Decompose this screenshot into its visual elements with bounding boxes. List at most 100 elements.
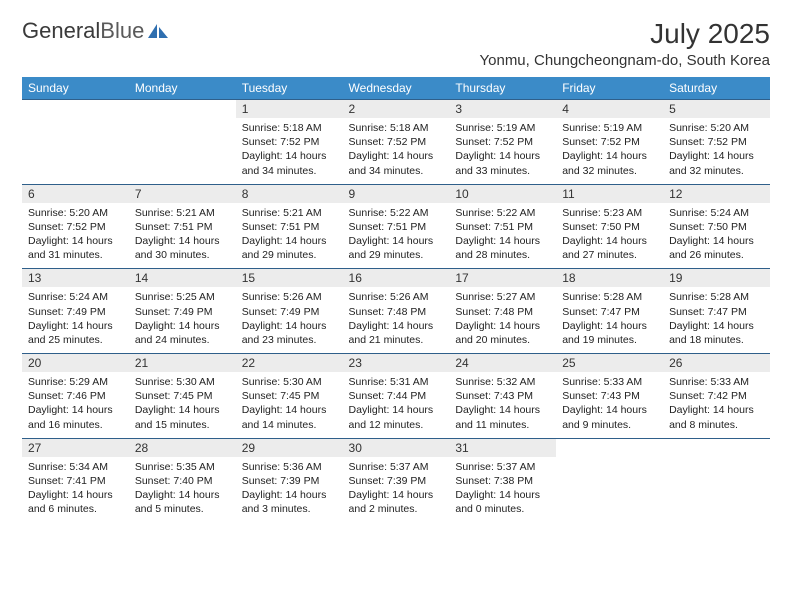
sunset-line: Sunset: 7:47 PM: [669, 305, 764, 319]
sunset-line: Sunset: 7:52 PM: [562, 135, 657, 149]
sunset-line: Sunset: 7:51 PM: [455, 220, 550, 234]
header: GeneralBlue July 2025 Yonmu, Chungcheong…: [22, 18, 770, 69]
day-number-cell: 6: [22, 184, 129, 203]
day-info-cell: Sunrise: 5:18 AMSunset: 7:52 PMDaylight:…: [236, 118, 343, 184]
daylight-line: Daylight: 14 hours and 34 minutes.: [349, 149, 444, 177]
sunset-line: Sunset: 7:51 PM: [349, 220, 444, 234]
day-info-cell: Sunrise: 5:27 AMSunset: 7:48 PMDaylight:…: [449, 287, 556, 353]
day-info-cell: Sunrise: 5:21 AMSunset: 7:51 PMDaylight:…: [129, 203, 236, 269]
daylight-line: Daylight: 14 hours and 16 minutes.: [28, 403, 123, 431]
daylight-line: Daylight: 14 hours and 9 minutes.: [562, 403, 657, 431]
sunrise-line: Sunrise: 5:37 AM: [455, 460, 550, 474]
sunrise-line: Sunrise: 5:30 AM: [135, 375, 230, 389]
day-info-cell: [129, 118, 236, 184]
daylight-line: Daylight: 14 hours and 6 minutes.: [28, 488, 123, 516]
sunrise-line: Sunrise: 5:33 AM: [562, 375, 657, 389]
day-info-row: Sunrise: 5:18 AMSunset: 7:52 PMDaylight:…: [22, 118, 770, 184]
calendar-table: SundayMondayTuesdayWednesdayThursdayFrid…: [22, 77, 770, 523]
daylight-line: Daylight: 14 hours and 27 minutes.: [562, 234, 657, 262]
sunrise-line: Sunrise: 5:36 AM: [242, 460, 337, 474]
day-number-row: 13141516171819: [22, 269, 770, 288]
weekday-header: Friday: [556, 77, 663, 100]
weekday-header: Saturday: [663, 77, 770, 100]
sunrise-line: Sunrise: 5:24 AM: [669, 206, 764, 220]
sunrise-line: Sunrise: 5:18 AM: [242, 121, 337, 135]
sunrise-line: Sunrise: 5:26 AM: [242, 290, 337, 304]
sunset-line: Sunset: 7:45 PM: [135, 389, 230, 403]
sunrise-line: Sunrise: 5:30 AM: [242, 375, 337, 389]
day-number-cell: 27: [22, 438, 129, 457]
day-info-cell: [22, 118, 129, 184]
daylight-line: Daylight: 14 hours and 20 minutes.: [455, 319, 550, 347]
month-title: July 2025: [480, 18, 771, 50]
day-info-cell: Sunrise: 5:25 AMSunset: 7:49 PMDaylight:…: [129, 287, 236, 353]
logo-word1: General: [22, 18, 100, 43]
day-number-cell: 31: [449, 438, 556, 457]
day-number-row: 20212223242526: [22, 354, 770, 373]
daylight-line: Daylight: 14 hours and 33 minutes.: [455, 149, 550, 177]
day-info-cell: Sunrise: 5:18 AMSunset: 7:52 PMDaylight:…: [343, 118, 450, 184]
sunset-line: Sunset: 7:50 PM: [669, 220, 764, 234]
sunrise-line: Sunrise: 5:32 AM: [455, 375, 550, 389]
sunset-line: Sunset: 7:48 PM: [349, 305, 444, 319]
day-info-cell: Sunrise: 5:19 AMSunset: 7:52 PMDaylight:…: [556, 118, 663, 184]
daylight-line: Daylight: 14 hours and 18 minutes.: [669, 319, 764, 347]
daylight-line: Daylight: 14 hours and 0 minutes.: [455, 488, 550, 516]
day-info-cell: Sunrise: 5:24 AMSunset: 7:50 PMDaylight:…: [663, 203, 770, 269]
daylight-line: Daylight: 14 hours and 32 minutes.: [669, 149, 764, 177]
day-number-cell: 28: [129, 438, 236, 457]
day-number-cell: [22, 100, 129, 119]
sunset-line: Sunset: 7:52 PM: [242, 135, 337, 149]
weekday-header: Wednesday: [343, 77, 450, 100]
sunrise-line: Sunrise: 5:22 AM: [455, 206, 550, 220]
day-info-cell: Sunrise: 5:22 AMSunset: 7:51 PMDaylight:…: [343, 203, 450, 269]
day-number-cell: 8: [236, 184, 343, 203]
calendar-body: 12345Sunrise: 5:18 AMSunset: 7:52 PMDayl…: [22, 100, 770, 523]
sunset-line: Sunset: 7:49 PM: [135, 305, 230, 319]
day-number-cell: [663, 438, 770, 457]
daylight-line: Daylight: 14 hours and 32 minutes.: [562, 149, 657, 177]
day-number-row: 12345: [22, 100, 770, 119]
sunrise-line: Sunrise: 5:28 AM: [669, 290, 764, 304]
day-number-cell: 25: [556, 354, 663, 373]
logo: GeneralBlue: [22, 18, 168, 44]
sunrise-line: Sunrise: 5:25 AM: [135, 290, 230, 304]
day-number-cell: 24: [449, 354, 556, 373]
day-info-cell: Sunrise: 5:23 AMSunset: 7:50 PMDaylight:…: [556, 203, 663, 269]
day-info-cell: Sunrise: 5:32 AMSunset: 7:43 PMDaylight:…: [449, 372, 556, 438]
day-number-cell: 21: [129, 354, 236, 373]
daylight-line: Daylight: 14 hours and 29 minutes.: [242, 234, 337, 262]
weekday-header: Sunday: [22, 77, 129, 100]
day-number-cell: 12: [663, 184, 770, 203]
day-info-row: Sunrise: 5:34 AMSunset: 7:41 PMDaylight:…: [22, 457, 770, 523]
day-info-cell: Sunrise: 5:28 AMSunset: 7:47 PMDaylight:…: [663, 287, 770, 353]
title-block: July 2025 Yonmu, Chungcheongnam-do, Sout…: [480, 18, 771, 69]
day-info-cell: Sunrise: 5:30 AMSunset: 7:45 PMDaylight:…: [129, 372, 236, 438]
daylight-line: Daylight: 14 hours and 2 minutes.: [349, 488, 444, 516]
logo-text: GeneralBlue: [22, 18, 144, 44]
day-info-cell: Sunrise: 5:36 AMSunset: 7:39 PMDaylight:…: [236, 457, 343, 523]
sunrise-line: Sunrise: 5:37 AM: [349, 460, 444, 474]
daylight-line: Daylight: 14 hours and 8 minutes.: [669, 403, 764, 431]
sunset-line: Sunset: 7:44 PM: [349, 389, 444, 403]
day-number-cell: 22: [236, 354, 343, 373]
day-number-cell: 7: [129, 184, 236, 203]
sunset-line: Sunset: 7:51 PM: [135, 220, 230, 234]
day-info-cell: Sunrise: 5:33 AMSunset: 7:42 PMDaylight:…: [663, 372, 770, 438]
sunrise-line: Sunrise: 5:26 AM: [349, 290, 444, 304]
day-number-cell: 1: [236, 100, 343, 119]
sunrise-line: Sunrise: 5:35 AM: [135, 460, 230, 474]
day-info-row: Sunrise: 5:20 AMSunset: 7:52 PMDaylight:…: [22, 203, 770, 269]
day-number-cell: 14: [129, 269, 236, 288]
sunrise-line: Sunrise: 5:22 AM: [349, 206, 444, 220]
sunset-line: Sunset: 7:50 PM: [562, 220, 657, 234]
day-number-cell: 17: [449, 269, 556, 288]
daylight-line: Daylight: 14 hours and 12 minutes.: [349, 403, 444, 431]
weekday-header: Monday: [129, 77, 236, 100]
day-info-cell: Sunrise: 5:24 AMSunset: 7:49 PMDaylight:…: [22, 287, 129, 353]
sunset-line: Sunset: 7:52 PM: [669, 135, 764, 149]
sail-icon: [148, 24, 168, 38]
day-number-cell: 30: [343, 438, 450, 457]
day-number-cell: 18: [556, 269, 663, 288]
day-info-cell: Sunrise: 5:29 AMSunset: 7:46 PMDaylight:…: [22, 372, 129, 438]
